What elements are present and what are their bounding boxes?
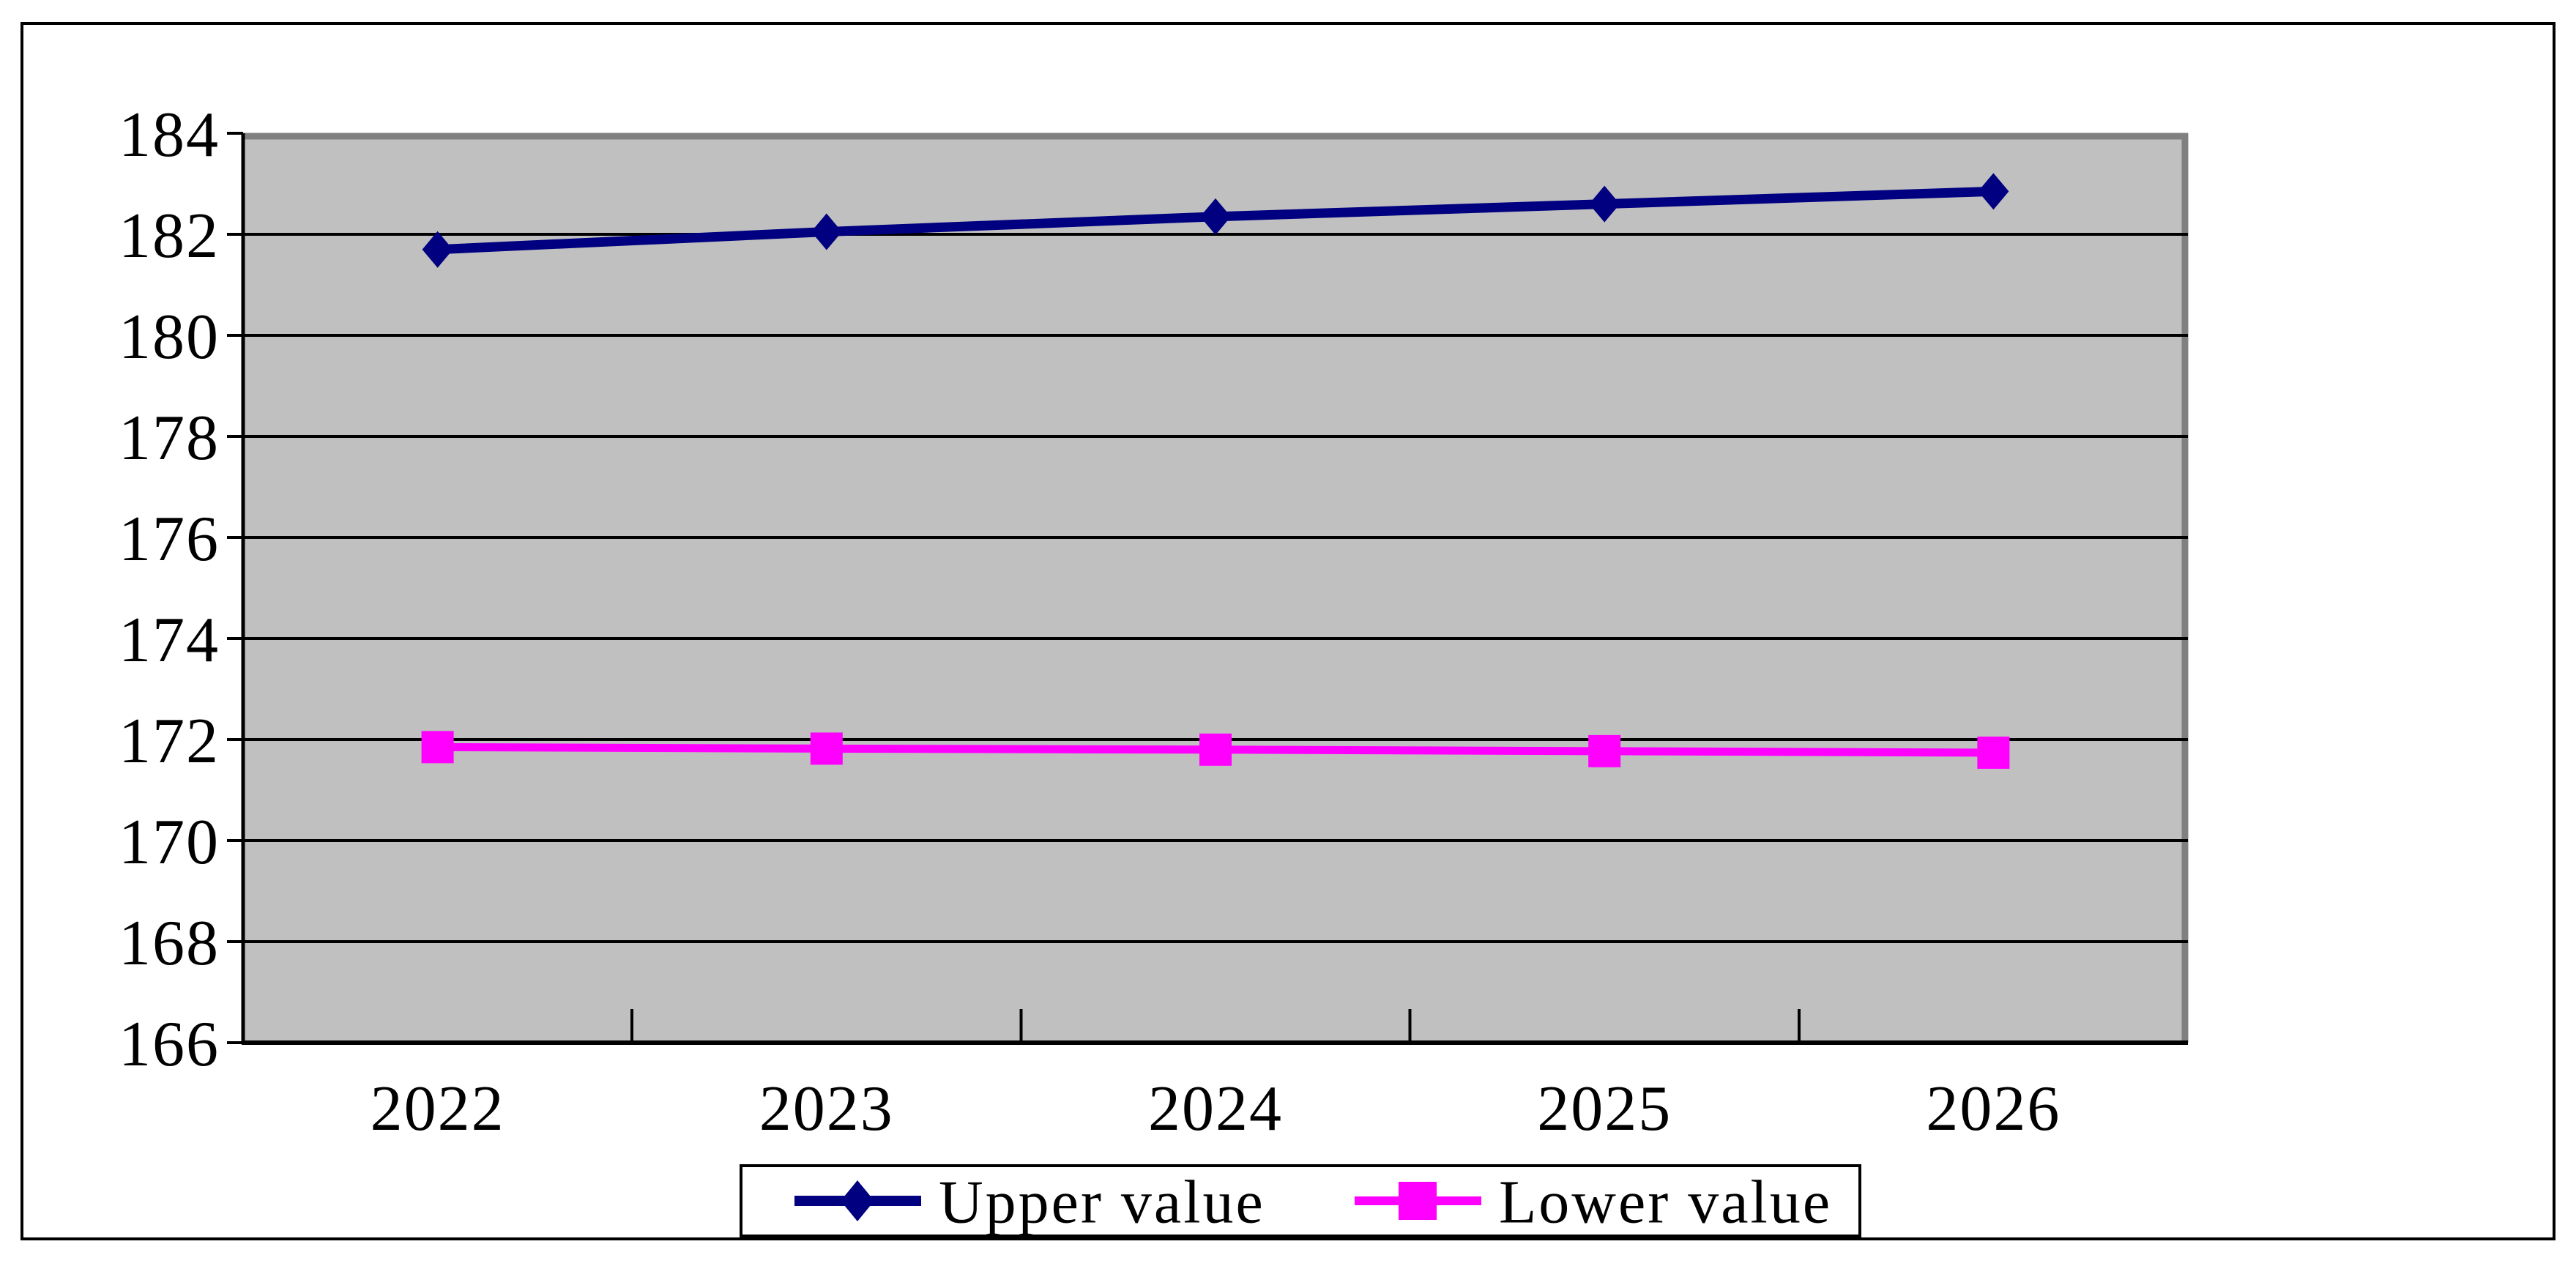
- data-point-upper-value-2023: [811, 213, 842, 250]
- data-point-lower-value-2024: [1199, 733, 1232, 766]
- x-axis-label-2025: 2025: [1537, 1073, 1672, 1144]
- y-axis-label: 168: [119, 908, 220, 979]
- y-axis-label: 182: [119, 201, 220, 272]
- y-axis-label: 178: [119, 403, 220, 474]
- y-axis-label: 176: [119, 504, 220, 575]
- chart-outer-border: [21, 22, 2555, 1240]
- legend-marker-lower-value-square-icon: [1399, 1182, 1437, 1220]
- plot-area: [243, 133, 2188, 1043]
- x-axis-label-2022: 2022: [371, 1073, 505, 1144]
- y-axis-label: 174: [119, 605, 220, 676]
- data-point-lower-value-2025: [1588, 734, 1621, 767]
- y-axis-label: 184: [119, 100, 220, 171]
- y-axis-label: 170: [119, 807, 220, 878]
- legend-marker-upper-value-diamond-icon: [841, 1180, 874, 1221]
- data-point-lower-value-2026: [1977, 736, 2010, 769]
- y-axis-label: 172: [119, 706, 220, 777]
- y-axis-label: 166: [119, 1009, 220, 1080]
- data-point-upper-value-2025: [1589, 185, 1620, 223]
- data-point-upper-value-2024: [1200, 198, 1231, 235]
- legend-label-lower-value: Lower value: [1499, 1168, 1832, 1236]
- legend: Upper value Lower value: [740, 1164, 1861, 1237]
- x-axis-label-2023: 2023: [759, 1073, 894, 1144]
- legend-label-upper-value: Upper value: [939, 1168, 1265, 1236]
- data-point-upper-value-2022: [422, 231, 453, 268]
- data-point-upper-value-2026: [1978, 173, 2009, 210]
- y-axis-label: 180: [119, 302, 220, 373]
- data-point-lower-value-2022: [421, 731, 454, 764]
- x-axis-label-2024: 2024: [1148, 1073, 1283, 1144]
- data-point-lower-value-2023: [810, 732, 843, 765]
- series-upper-value: [422, 173, 2009, 268]
- series-lower-value: [421, 731, 2010, 769]
- legend-box: [740, 1164, 1861, 1237]
- x-axis-label-2026: 2026: [1926, 1073, 2061, 1144]
